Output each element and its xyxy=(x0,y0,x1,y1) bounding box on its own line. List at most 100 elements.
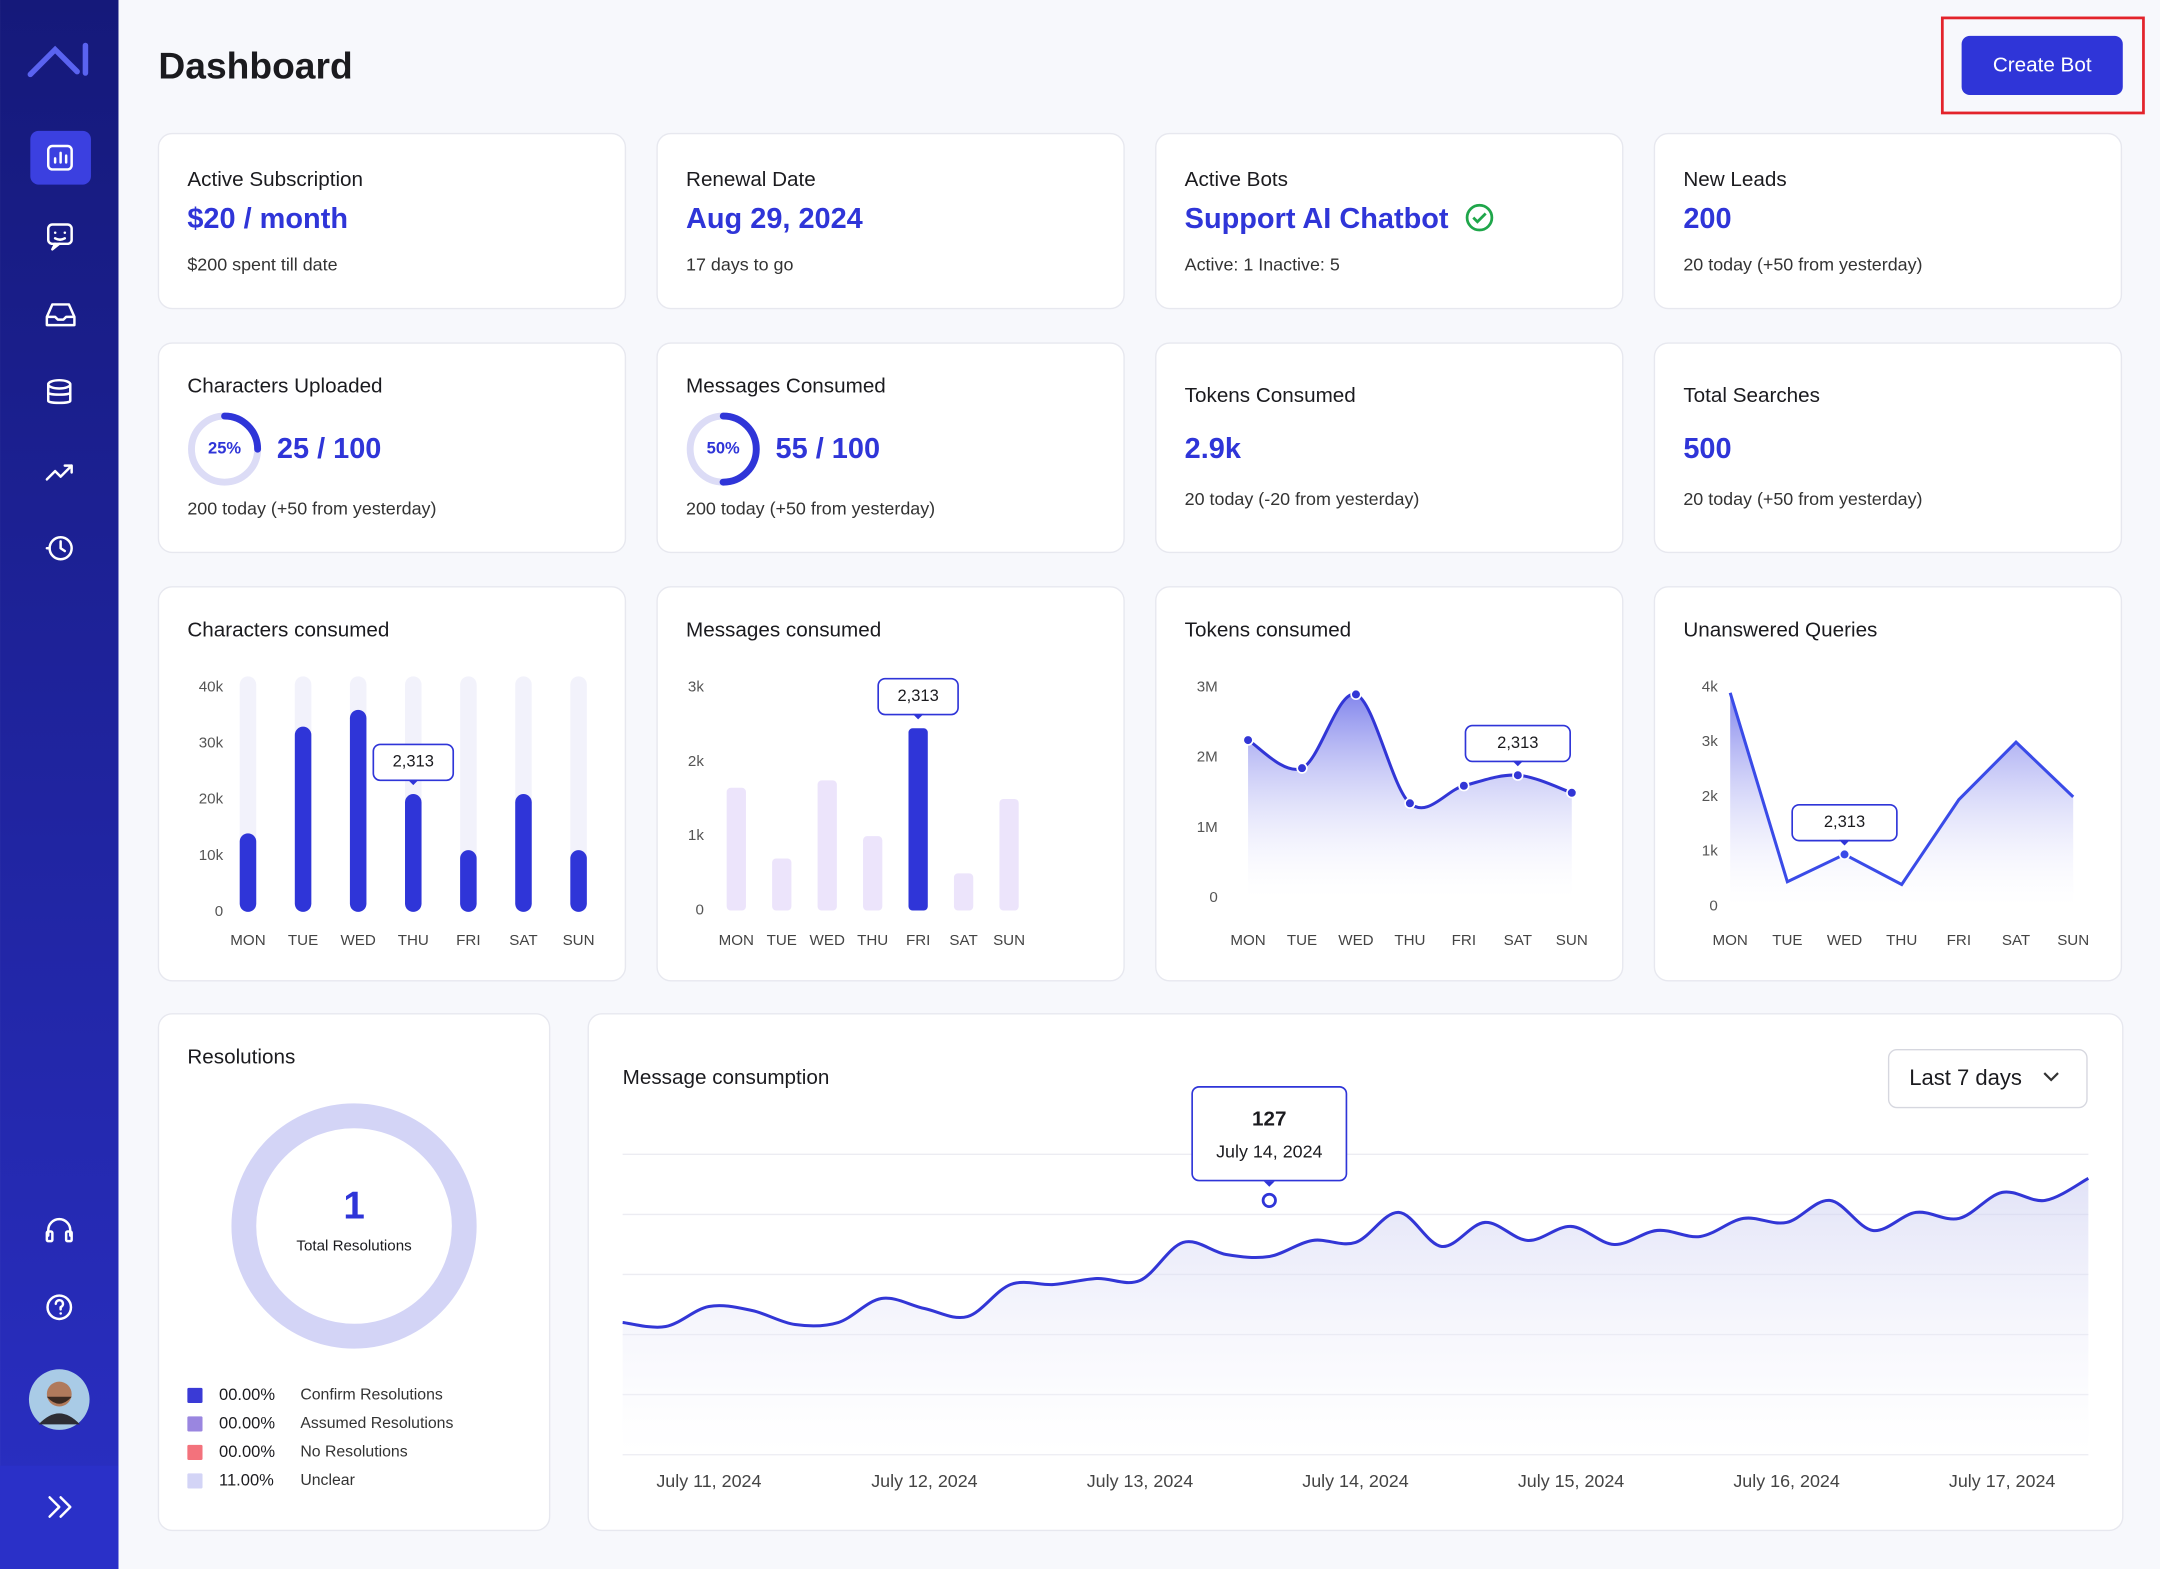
x-tick-label: SAT xyxy=(1504,932,1532,949)
y-tick-label: 40k xyxy=(199,678,224,695)
x-tick-label: THU xyxy=(1886,932,1917,949)
point xyxy=(1242,734,1254,746)
expand-icon[interactable] xyxy=(48,1496,72,1518)
logo xyxy=(27,42,89,78)
stat-value: $20 / month xyxy=(187,203,348,235)
stat-note: $200 spent till date xyxy=(187,255,337,275)
area xyxy=(1248,694,1572,899)
nav-trends[interactable] xyxy=(45,464,73,481)
stat-note: 20 today (+50 from yesterday) xyxy=(1683,489,1922,509)
tooltip-value: 127 xyxy=(1252,1107,1286,1130)
progress-label: 50% xyxy=(707,438,740,457)
filter-dropdown[interactable] xyxy=(1887,1048,2088,1109)
card-title: Resolutions xyxy=(187,1045,295,1068)
page-title: Dashboard xyxy=(158,45,352,87)
progress-arc xyxy=(686,412,760,486)
card xyxy=(157,586,627,982)
filter-label[interactable]: Last 7 days xyxy=(1909,1065,2022,1090)
x-tick-label: MON xyxy=(719,932,754,949)
stat-title: New Leads xyxy=(1683,168,1786,191)
x-tick-label: TUE xyxy=(288,932,318,949)
nav-history[interactable] xyxy=(45,535,73,561)
line xyxy=(622,1177,2090,1329)
x-tick-label: SAT xyxy=(949,932,977,949)
stat-value: Aug 29, 2024 xyxy=(686,203,863,235)
stat-title: Total Searches xyxy=(1683,384,1820,407)
y-tick-label: 1k xyxy=(1702,843,1718,860)
x-tick-label: SUN xyxy=(993,932,1025,949)
x-tick-label: FRI xyxy=(456,932,480,949)
highlight-box xyxy=(1940,16,2145,115)
nav-chat[interactable] xyxy=(46,223,73,251)
stat-value: 2.9k xyxy=(1185,433,1242,465)
resolution-total-label: Total Resolutions xyxy=(296,1238,412,1255)
x-tick-label: TUE xyxy=(1772,932,1802,949)
card xyxy=(656,586,1125,982)
y-tick-label: 0 xyxy=(696,902,704,919)
stat-value: 55 / 100 xyxy=(776,433,880,465)
tooltip-pointer xyxy=(1263,1181,1275,1187)
legend-label: Unclear xyxy=(300,1472,355,1489)
x-tick-label: WED xyxy=(810,932,845,949)
stat-title: Tokens Consumed xyxy=(1185,384,1356,407)
x-tick-label: July 14, 2024 xyxy=(1302,1471,1408,1491)
tooltip-pointer xyxy=(912,713,924,720)
x-tick-label: THU xyxy=(398,932,429,949)
point xyxy=(1458,780,1470,792)
create-bot-button[interactable] xyxy=(1961,35,2123,96)
x-tick-label: WED xyxy=(341,932,376,949)
create-bot-label[interactable]: Create Bot xyxy=(1993,54,2092,77)
card xyxy=(656,132,1125,310)
y-tick-label: 1k xyxy=(688,827,704,844)
nav-database[interactable] xyxy=(46,378,72,405)
stat-title: Active Subscription xyxy=(187,168,363,191)
stat-title: Active Bots xyxy=(1185,168,1288,191)
bar xyxy=(863,836,883,911)
x-tick-label: TUE xyxy=(767,932,797,949)
legend-label: No Resolutions xyxy=(300,1444,407,1461)
chart-title: Characters consumed xyxy=(187,618,389,641)
point xyxy=(1566,787,1578,799)
nav-support[interactable] xyxy=(45,1217,73,1243)
bar xyxy=(999,798,1019,911)
legend-percent: 00.00% xyxy=(219,1413,275,1432)
legend-percent: 00.00% xyxy=(219,1385,275,1404)
bar xyxy=(515,794,532,912)
area xyxy=(1730,692,2074,907)
x-tick-label: THU xyxy=(1394,932,1425,949)
stat-note: 20 today (+50 from yesterday) xyxy=(1683,255,1922,275)
nav-dashboard[interactable] xyxy=(46,144,73,171)
dropdown-chevron[interactable] xyxy=(2043,1072,2059,1082)
point xyxy=(1296,762,1308,774)
legend-swatch xyxy=(187,1416,203,1432)
stat-note: 200 today (+50 from yesterday) xyxy=(686,498,935,518)
stat-value: 500 xyxy=(1683,433,1731,465)
avatar[interactable] xyxy=(28,1369,90,1430)
y-tick-label: 4k xyxy=(1702,678,1718,695)
legend-swatch xyxy=(187,1387,203,1404)
bar xyxy=(817,780,837,911)
point xyxy=(1838,848,1851,861)
bar xyxy=(953,873,974,911)
chart-title: Unanswered Queries xyxy=(1683,618,1877,641)
legend-percent: 00.00% xyxy=(219,1442,275,1461)
legend-swatch xyxy=(187,1444,203,1461)
y-tick-label: 0 xyxy=(215,903,223,920)
x-tick-label: FRI xyxy=(1947,932,1971,949)
point xyxy=(1404,797,1416,809)
nav-inbox[interactable] xyxy=(45,303,76,327)
legend-label: Assumed Resolutions xyxy=(300,1415,453,1432)
x-tick-label: SUN xyxy=(2057,932,2089,949)
stat-value: 25 / 100 xyxy=(277,433,381,465)
bar xyxy=(570,850,587,912)
card xyxy=(1155,132,1624,310)
progress-arc xyxy=(188,412,262,486)
legend-percent: 11.00% xyxy=(219,1470,274,1489)
y-tick-label: 20k xyxy=(199,791,224,808)
tooltip-label: 2,313 xyxy=(1824,812,1865,831)
y-tick-label: 10k xyxy=(199,847,224,864)
point xyxy=(1261,1192,1277,1208)
stat-title: Messages Consumed xyxy=(686,375,886,398)
tooltip-pointer xyxy=(1512,760,1524,767)
nav-help[interactable] xyxy=(46,1294,73,1321)
